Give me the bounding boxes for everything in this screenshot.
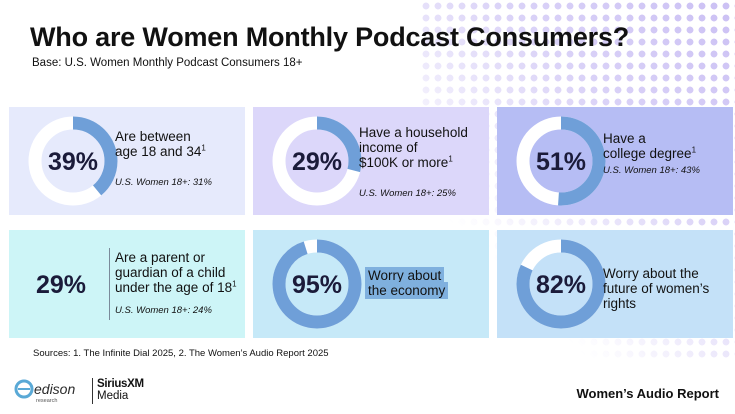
desc-line: Are between xyxy=(115,129,191,144)
page-title: Who are Women Monthly Podcast Consumers? xyxy=(30,22,630,52)
donut-percent: 29% xyxy=(292,148,342,176)
donut-arc xyxy=(272,239,362,329)
donut-percent: 95% xyxy=(292,271,342,299)
stat-card-college: 51% Have a college degree1 U.S. Women 18… xyxy=(497,107,733,215)
donut-chart-parent: 29% xyxy=(36,271,86,299)
footnote-mark: 1 xyxy=(201,143,206,153)
donut-arc xyxy=(272,116,362,206)
footnote-mark: 1 xyxy=(448,154,453,164)
sources-note: Sources: 1. The Infinite Dial 2025, 2. T… xyxy=(33,348,329,359)
logo-divider xyxy=(92,378,93,404)
desc-line: income of xyxy=(359,140,418,155)
desc-line: Worry about the xyxy=(603,266,699,281)
desc-line: age 18 and 34 xyxy=(115,144,202,159)
footnote-mark: 1 xyxy=(232,279,237,289)
stat-description: Have a household income of $100K or more… xyxy=(359,125,489,170)
stat-card-income: 29% Have a household income of $100K or … xyxy=(253,107,489,215)
stat-description: Worry about the future of women’s rights xyxy=(603,266,733,311)
donut-percent: 29% xyxy=(36,271,86,299)
stat-card-age: 39% Are between age 18 and 341 U.S. Wome… xyxy=(9,107,245,215)
stat-card-economy: 95% Worry about the economy xyxy=(253,230,489,338)
desc-line-highlight: the economy xyxy=(365,282,449,299)
donut-chart-age: 39% xyxy=(28,116,118,206)
desc-line: future of women’s xyxy=(603,281,710,296)
donut-percent: 51% xyxy=(536,148,586,176)
donut-chart-womens-rights: 82% xyxy=(516,239,606,329)
donut-percent: 39% xyxy=(48,148,98,176)
siriusxm-media-logo: SiriusXM Media xyxy=(97,378,144,402)
desc-line: Have a household xyxy=(359,125,468,140)
desc-line: $100K or more xyxy=(359,155,449,170)
donut-arc xyxy=(28,116,118,206)
benchmark-text: U.S. Women 18+: 24% xyxy=(115,305,212,316)
donut-chart-economy: 95% xyxy=(272,239,362,329)
donut-percent: 82% xyxy=(536,271,586,299)
donut-chart-income: 29% xyxy=(272,116,362,206)
desc-line: college degree xyxy=(603,146,692,161)
desc-line-highlight: Worry about xyxy=(365,267,445,284)
stat-description: Are a parent or guardian of a child unde… xyxy=(115,250,245,295)
edison-research-logo: edison research xyxy=(14,379,75,404)
footnote-mark: 1 xyxy=(691,145,697,155)
divider-line xyxy=(109,248,110,320)
desc-line: under the age of 18 xyxy=(115,280,233,295)
benchmark-text: U.S. Women 18+: 25% xyxy=(359,188,456,199)
stat-description: Have a college degree1 xyxy=(603,131,733,161)
media-wordmark: Media xyxy=(97,390,129,402)
donut-chart-college: 51% xyxy=(516,116,606,206)
desc-line: Have a xyxy=(603,131,646,146)
svg-text:edison: edison xyxy=(34,381,75,397)
svg-text:research: research xyxy=(36,398,57,404)
benchmark-text: U.S. Women 18+: 43% xyxy=(603,165,700,176)
stat-card-parent: 29% Are a parent or guardian of a child … xyxy=(9,230,245,338)
benchmark-text: U.S. Women 18+: 31% xyxy=(115,177,212,188)
desc-line: guardian of a child xyxy=(115,265,226,280)
stat-description: Worry about the economy xyxy=(365,267,495,299)
stat-card-womens-rights: 82% Worry about the future of women’s ri… xyxy=(497,230,733,338)
base-note: Base: U.S. Women Monthly Podcast Consume… xyxy=(32,57,303,69)
desc-line: rights xyxy=(603,296,637,311)
siriusxm-wordmark: SiriusXM xyxy=(97,378,144,390)
donut-arc xyxy=(516,239,606,329)
report-title: Women’s Audio Report xyxy=(576,386,719,401)
donut-arc xyxy=(516,116,606,206)
stat-description: Are between age 18 and 341 xyxy=(115,129,245,159)
desc-line: Are a parent or xyxy=(115,250,206,265)
